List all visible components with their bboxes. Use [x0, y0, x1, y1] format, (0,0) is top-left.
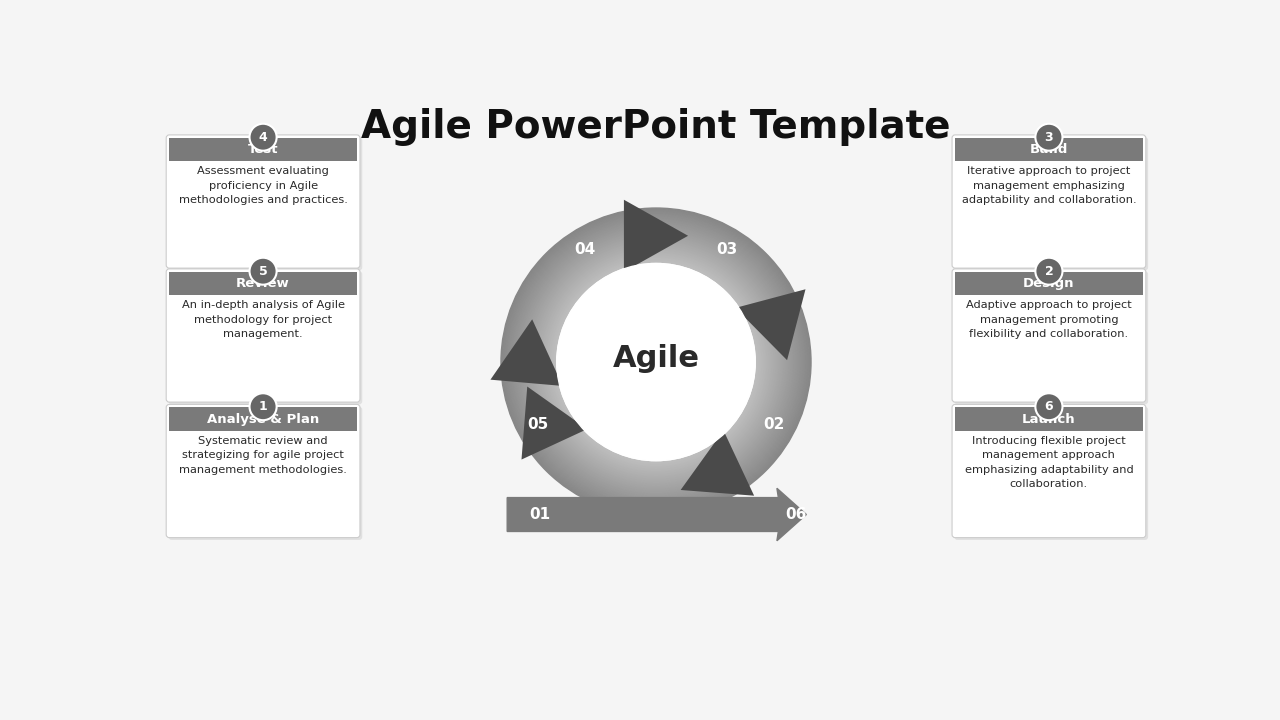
Text: Adaptive approach to project
management promoting
flexibility and collaboration.: Adaptive approach to project management …: [966, 300, 1132, 339]
Text: Systematic review and
strategizing for agile project
management methodologies.: Systematic review and strategizing for a…: [179, 436, 347, 474]
Text: Build: Build: [1029, 143, 1068, 156]
Text: Agile: Agile: [613, 343, 699, 373]
FancyBboxPatch shape: [166, 269, 360, 402]
FancyBboxPatch shape: [955, 271, 1148, 405]
Text: An in-depth analysis of Agile
methodology for project
management.: An in-depth analysis of Agile methodolog…: [182, 300, 344, 339]
FancyBboxPatch shape: [169, 407, 362, 540]
FancyArrow shape: [507, 488, 806, 541]
Bar: [169, 272, 357, 295]
Polygon shape: [681, 431, 754, 495]
FancyBboxPatch shape: [952, 135, 1146, 268]
Circle shape: [1036, 124, 1062, 150]
Bar: [955, 272, 1143, 295]
Bar: [955, 408, 1143, 431]
FancyBboxPatch shape: [169, 271, 362, 405]
Text: 02: 02: [763, 417, 785, 432]
FancyBboxPatch shape: [169, 138, 362, 271]
Text: Agile PowerPoint Template: Agile PowerPoint Template: [361, 108, 951, 146]
Text: 5: 5: [259, 265, 268, 278]
Text: 3: 3: [1044, 131, 1053, 144]
Text: 4: 4: [259, 131, 268, 144]
Text: 06: 06: [785, 507, 806, 522]
Circle shape: [250, 258, 276, 284]
Bar: [169, 408, 357, 431]
Circle shape: [557, 264, 755, 461]
Text: 1: 1: [259, 400, 268, 413]
FancyBboxPatch shape: [955, 138, 1148, 271]
Circle shape: [250, 393, 276, 420]
Circle shape: [250, 124, 276, 150]
Text: Analyse & Plan: Analyse & Plan: [207, 413, 319, 426]
Polygon shape: [623, 199, 689, 272]
FancyBboxPatch shape: [952, 405, 1146, 538]
Text: Iterative approach to project
management emphasizing
adaptability and collaborat: Iterative approach to project management…: [961, 166, 1137, 205]
Text: 03: 03: [716, 242, 737, 257]
Text: 6: 6: [1044, 400, 1053, 413]
FancyBboxPatch shape: [955, 407, 1148, 540]
Text: 2: 2: [1044, 265, 1053, 278]
Circle shape: [1036, 393, 1062, 420]
Bar: [169, 138, 357, 161]
Text: Assessment evaluating
proficiency in Agile
methodologies and practices.: Assessment evaluating proficiency in Agi…: [179, 166, 347, 205]
Polygon shape: [490, 319, 563, 386]
FancyBboxPatch shape: [952, 269, 1146, 402]
Bar: [955, 138, 1143, 161]
Text: Launch: Launch: [1023, 413, 1075, 426]
Text: Review: Review: [237, 277, 291, 290]
Text: 04: 04: [575, 242, 596, 257]
Circle shape: [1036, 258, 1062, 284]
Text: 05: 05: [527, 417, 549, 432]
Polygon shape: [736, 289, 805, 360]
Text: Test: Test: [248, 143, 278, 156]
Polygon shape: [521, 387, 588, 459]
Text: Introducing flexible project
management approach
emphasizing adaptability and
co: Introducing flexible project management …: [965, 436, 1133, 489]
FancyBboxPatch shape: [166, 135, 360, 268]
FancyBboxPatch shape: [166, 405, 360, 538]
Circle shape: [557, 264, 755, 461]
Text: Design: Design: [1023, 277, 1075, 290]
Text: 01: 01: [529, 507, 550, 522]
